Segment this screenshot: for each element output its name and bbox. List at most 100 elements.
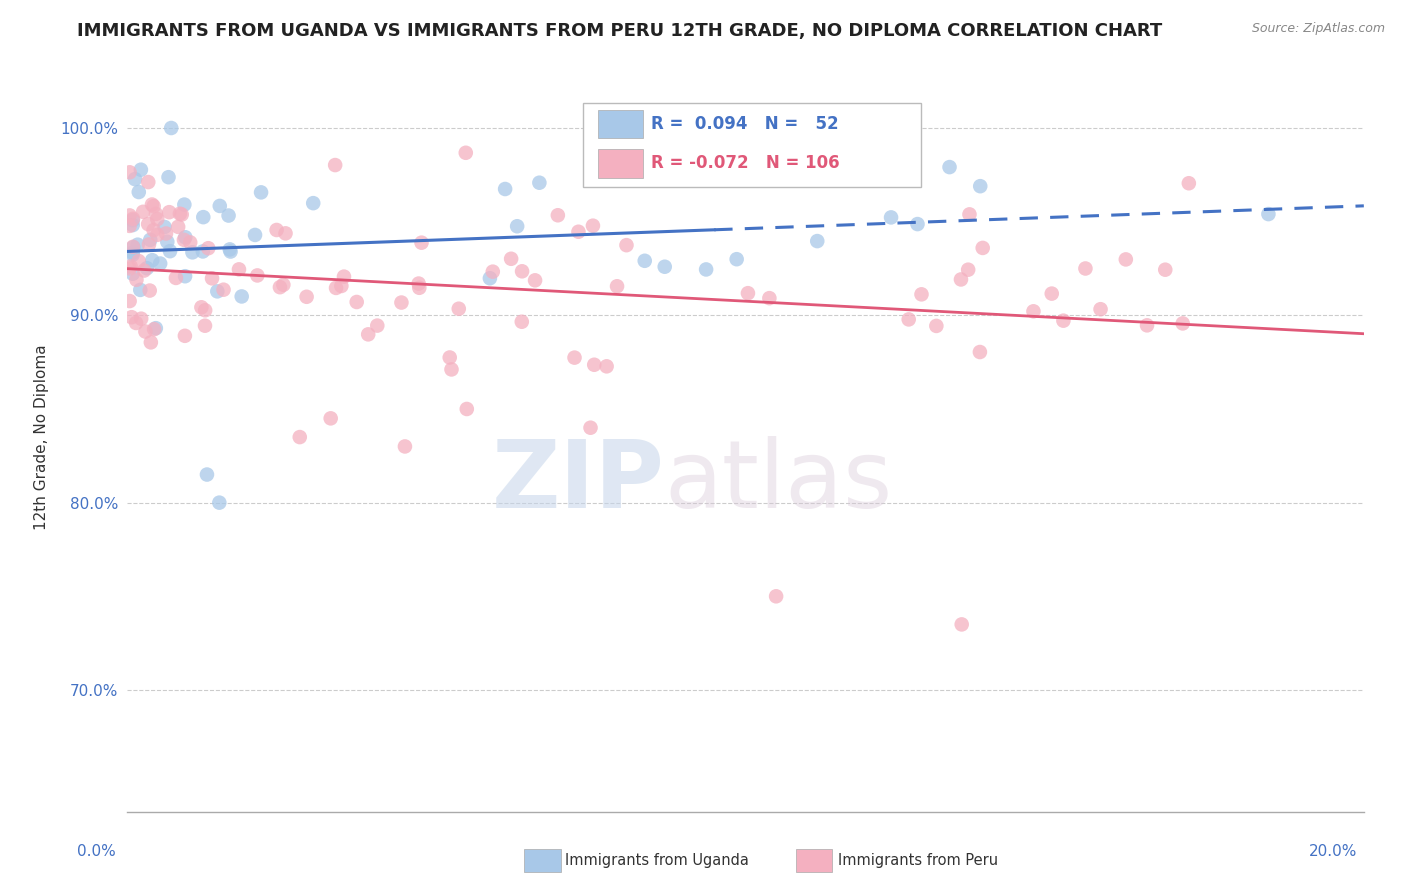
Text: 20.0%: 20.0% — [1309, 845, 1357, 859]
Point — [949, 272, 972, 286]
Point — [346, 295, 368, 310]
Point — [146, 212, 169, 227]
Point — [207, 285, 229, 299]
Point — [969, 179, 991, 194]
Point — [228, 262, 250, 277]
Point — [759, 150, 782, 164]
Point — [155, 227, 177, 241]
Point — [121, 247, 143, 261]
Point — [246, 268, 269, 283]
Point — [333, 269, 356, 284]
Point — [201, 271, 224, 285]
Point — [122, 240, 145, 254]
Point — [950, 617, 973, 632]
Point — [118, 209, 141, 223]
Point — [765, 589, 787, 603]
Point — [145, 321, 167, 335]
Point — [1040, 286, 1063, 301]
Point — [440, 362, 463, 376]
Point — [169, 207, 191, 221]
Point — [725, 252, 748, 267]
Point — [695, 262, 717, 277]
Point — [181, 245, 204, 260]
Point — [160, 120, 183, 135]
Point — [250, 186, 273, 200]
Point — [141, 197, 163, 211]
Point — [134, 263, 156, 277]
Point — [195, 467, 218, 482]
Point — [136, 175, 159, 189]
Point — [325, 281, 347, 295]
Text: IMMIGRANTS FROM UGANDA VS IMMIGRANTS FROM PERU 12TH GRADE, NO DIPLOMA CORRELATIO: IMMIGRANTS FROM UGANDA VS IMMIGRANTS FRO… — [77, 22, 1163, 40]
Point — [218, 243, 240, 257]
Point — [454, 145, 477, 160]
Point — [134, 325, 156, 339]
Point — [319, 411, 342, 425]
Point — [1074, 261, 1097, 276]
Point — [925, 318, 948, 333]
Point — [174, 328, 197, 343]
Point — [125, 316, 148, 330]
Point — [957, 262, 980, 277]
Point — [124, 172, 146, 186]
Point — [510, 315, 533, 329]
Point — [302, 196, 325, 211]
Point — [121, 213, 143, 227]
Point — [969, 345, 991, 359]
Point — [141, 253, 163, 268]
Point — [142, 223, 165, 237]
Point — [288, 430, 311, 444]
Point — [595, 359, 617, 374]
Point — [128, 185, 150, 199]
Point — [218, 209, 240, 223]
Point — [634, 253, 657, 268]
Point — [564, 351, 586, 365]
Point — [439, 351, 461, 365]
Text: 0.0%: 0.0% — [77, 845, 117, 859]
Point — [880, 211, 903, 225]
Point — [194, 318, 217, 333]
Point — [567, 225, 589, 239]
Point — [1052, 313, 1074, 327]
Point — [231, 289, 253, 303]
Point — [219, 244, 242, 259]
Point — [121, 218, 143, 232]
Point — [266, 223, 288, 237]
Point — [122, 240, 145, 254]
Point — [193, 210, 215, 224]
Point — [1022, 304, 1045, 318]
Point — [142, 199, 165, 213]
Point — [191, 244, 214, 259]
Point — [208, 496, 231, 510]
Point — [174, 230, 197, 244]
Point — [167, 219, 190, 234]
Point — [616, 238, 638, 252]
Point — [394, 439, 416, 453]
Point — [127, 237, 149, 252]
Point — [357, 327, 380, 342]
Point — [654, 260, 676, 274]
Point — [145, 207, 167, 221]
Point — [1136, 318, 1159, 333]
Point — [118, 294, 141, 309]
Point — [212, 283, 235, 297]
Point — [408, 281, 430, 295]
Point — [136, 261, 159, 276]
Point — [1178, 176, 1201, 190]
Point — [208, 199, 231, 213]
Point — [411, 235, 433, 250]
Point — [582, 219, 605, 233]
Point — [174, 269, 197, 284]
Point — [323, 158, 346, 172]
Point — [524, 273, 547, 287]
Point — [143, 322, 166, 336]
Y-axis label: 12th Grade, No Diploma: 12th Grade, No Diploma — [34, 344, 49, 530]
Point — [274, 227, 297, 241]
Text: ZIP: ZIP — [492, 436, 665, 528]
Point — [447, 301, 470, 316]
Point — [156, 235, 179, 249]
Point — [295, 290, 318, 304]
Point — [606, 279, 628, 293]
Text: Immigrants from Uganda: Immigrants from Uganda — [565, 854, 749, 868]
Point — [165, 271, 187, 285]
